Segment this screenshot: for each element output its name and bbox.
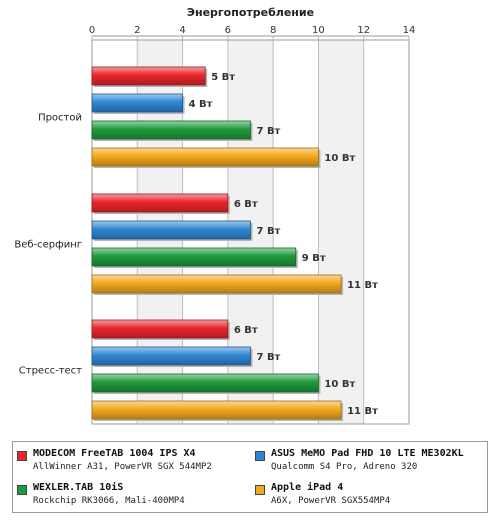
legend-item-modecom: MODECOM FreeTAB 1004 IPS X4 AllWinner A3… [17,448,253,478]
data-label: 4 Вт [189,99,213,110]
data-label: 7 Вт [257,126,281,137]
data-label: 10 Вт [324,153,355,164]
legend-item-asus: ASUS MeMO Pad FHD 10 LTE ME302KL Qualcom… [255,448,490,478]
x-tick-label: 14 [403,25,416,36]
bar [91,120,251,140]
legend-series-subtitle: A6X, PowerVR SGX554MP4 [271,496,391,506]
data-label: 7 Вт [257,226,281,237]
legend-swatch-blue [255,451,265,461]
legend-swatch-orange [255,485,265,495]
x-tick-label: 0 [89,25,95,36]
legend-series-name: Apple iPad 4 [271,482,344,493]
legend-swatch-green [17,485,27,495]
bar [91,220,251,240]
bar [91,147,319,167]
data-label: 10 Вт [324,379,355,390]
x-tick-label: 4 [179,25,185,36]
bar [91,193,229,213]
data-label: 7 Вт [257,352,281,363]
bar [91,400,342,420]
data-label: 9 Вт [302,253,326,264]
legend-series-subtitle: Rockchip RK3066, Mali-400MP4 [33,496,185,506]
x-tick-label: 8 [270,25,276,36]
bar [91,247,297,267]
category-label: Веб-серфинг [14,240,82,251]
data-label: 5 Вт [211,72,235,83]
grid-band [318,40,364,424]
bar-chart: 0 2 4 6 8 10 12 14 Энергопотребление Простой 5 Вт 4… [14,6,416,425]
x-tick-label: 10 [312,25,325,36]
chart-title: Энергопотребление [187,6,314,19]
chart-area: 0 2 4 6 8 10 12 14 Энергопотребление Простой 5 Вт 4… [14,6,416,425]
legend-series-name: ASUS MeMO Pad FHD 10 LTE ME302KL [271,448,464,459]
bar [91,66,206,86]
x-tick-label: 12 [357,25,370,36]
legend-item-wexler: WEXLER.TAB 10iS Rockchip RK3066, Mali-40… [17,482,253,512]
category-label: Простой [38,113,82,124]
legend-series-subtitle: Qualcomm S4 Pro, Adreno 320 [271,462,418,472]
bar [91,319,229,339]
bar [91,274,342,294]
legend-item-apple: Apple iPad 4 A6X, PowerVR SGX554MP4 [255,482,490,512]
bar [91,346,251,366]
grid-band [273,40,319,424]
legend-swatch-red [17,451,27,461]
legend-series-subtitle: AllWinner A31, PowerVR SGX 544MP2 [33,462,212,472]
bar [91,373,319,393]
data-label: 6 Вт [234,325,258,336]
x-tick-label: 6 [225,25,231,36]
grid-band [363,40,409,424]
data-label: 6 Вт [234,199,258,210]
legend-series-name: WEXLER.TAB 10iS [33,482,124,493]
legend: MODECOM FreeTAB 1004 IPS X4 AllWinner A3… [12,441,488,513]
data-label: 11 Вт [347,406,378,417]
legend-series-name: MODECOM FreeTAB 1004 IPS X4 [33,448,196,459]
category-label: Стресс-тест [19,366,82,377]
x-tick-label: 2 [134,25,140,36]
data-label: 11 Вт [347,280,378,291]
bar [91,93,183,113]
